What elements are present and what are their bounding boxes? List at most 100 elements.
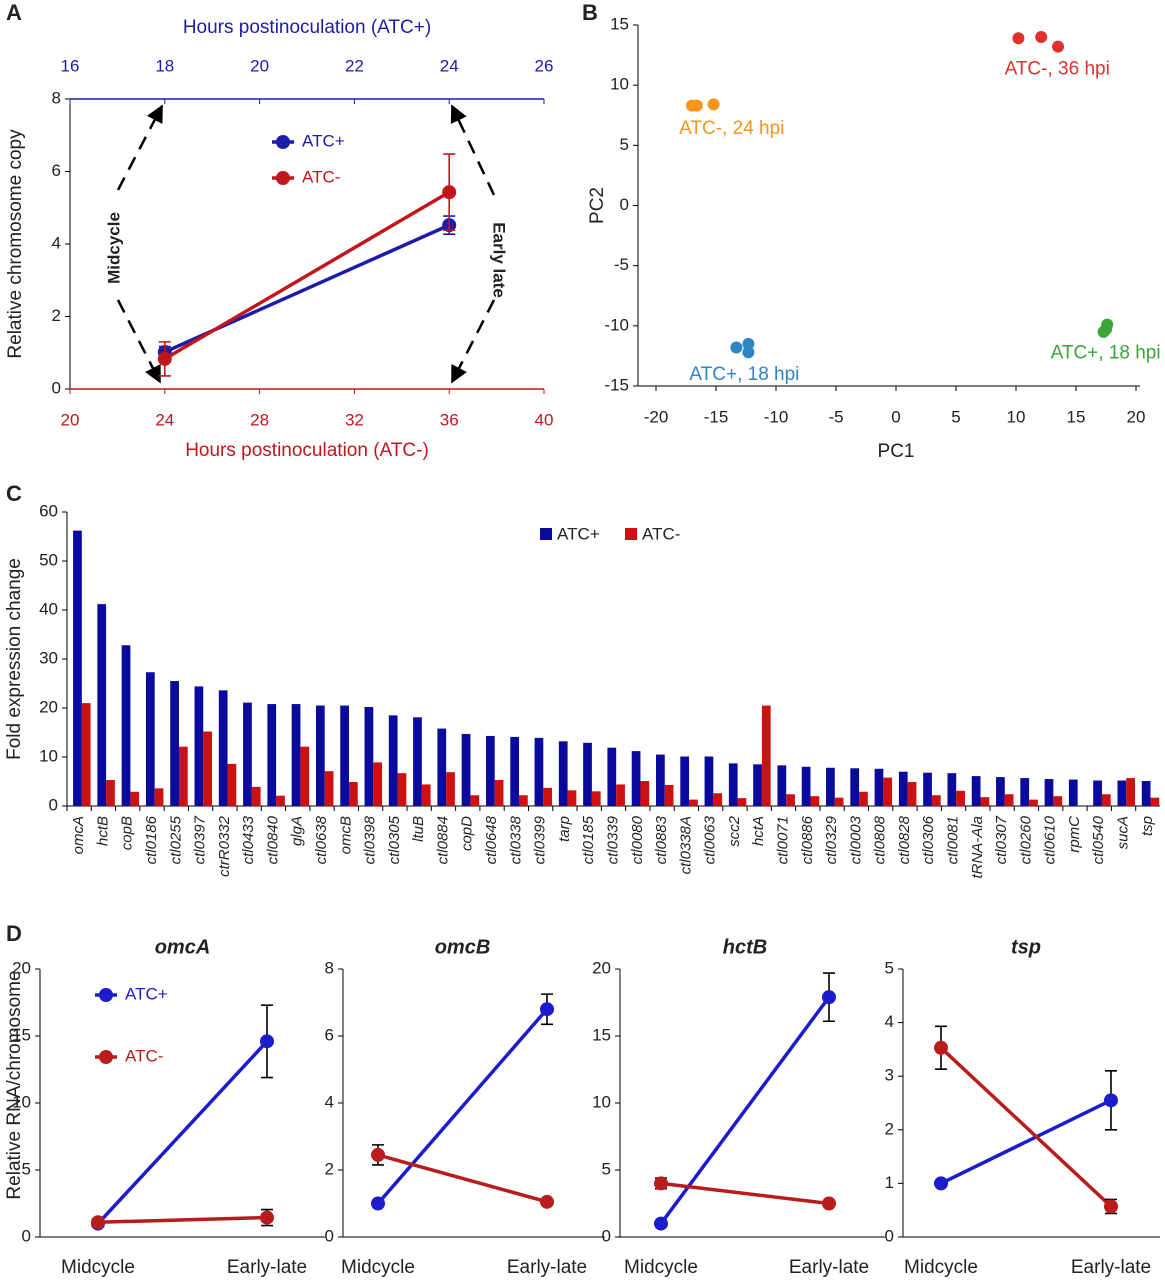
bar	[519, 795, 528, 806]
legend-marker	[99, 1050, 113, 1064]
bar	[543, 787, 553, 806]
bar	[388, 715, 398, 806]
bar	[923, 772, 932, 806]
x-tick-label: ctl0307	[993, 815, 1010, 864]
legend-label: ATC+	[125, 984, 168, 1003]
bar	[616, 784, 625, 806]
bar	[470, 795, 480, 806]
point	[654, 1176, 668, 1191]
group-label: ATC-, 36 hpi	[1005, 59, 1110, 80]
bar	[947, 773, 957, 806]
bar	[348, 781, 358, 806]
x-tick-label: Early-late	[1071, 1257, 1151, 1278]
bar	[397, 773, 407, 806]
y-tick-label: 6	[52, 161, 61, 180]
bar	[1101, 794, 1111, 806]
point	[157, 351, 172, 366]
x-tick-label: 24	[155, 410, 174, 429]
panel-label: D	[6, 921, 22, 946]
series-line	[163, 190, 451, 361]
bar	[640, 781, 650, 806]
series-line	[96, 1040, 269, 1225]
bar	[1044, 779, 1054, 806]
bar	[737, 798, 747, 806]
bar	[883, 777, 893, 806]
bar	[421, 784, 431, 806]
x-tick-label: omcA	[70, 816, 87, 854]
group-label: ATC+, 18 hpi	[689, 364, 799, 385]
x-tick-label: ctl0186	[143, 815, 160, 864]
x-tick-label: ctl0883	[653, 815, 670, 864]
x-tick-label: ctl0828	[896, 815, 913, 864]
bar	[461, 733, 471, 806]
x-tick-label: copD	[459, 816, 476, 851]
point	[1052, 40, 1064, 53]
x2-tick-label: 16	[61, 56, 80, 75]
bar	[291, 704, 301, 806]
series-line	[939, 1046, 1113, 1208]
bar	[121, 645, 131, 806]
point	[442, 185, 457, 200]
x-tick-label: ctl0398	[362, 815, 379, 864]
bar	[567, 790, 577, 806]
x-tick-label: copB	[119, 816, 136, 850]
y-tick-label: 0	[885, 1226, 894, 1245]
y-tick-label: 15	[12, 1025, 31, 1044]
x-tick-label: tRNA-Ala	[969, 816, 986, 879]
x-tick-label: -5	[828, 407, 843, 426]
y-tick-label: -5	[614, 255, 629, 274]
x-tick-label: ctl0071	[774, 816, 791, 864]
point	[1035, 31, 1048, 44]
bar	[106, 780, 115, 806]
y-tick-label: 0	[52, 378, 61, 397]
bar	[656, 754, 665, 806]
bar	[170, 681, 179, 806]
x-tick-label: 28	[250, 410, 269, 429]
x-tick-label: 20	[61, 410, 80, 429]
series-line	[659, 996, 831, 1225]
y-tick-label: 10	[610, 75, 629, 94]
x-tick-label: Early-late	[227, 1257, 307, 1278]
x-tick-label: tarp	[556, 816, 573, 842]
point	[822, 990, 836, 1005]
bar	[850, 768, 860, 806]
bar	[267, 704, 277, 806]
x-tick-label: ctl0306	[920, 815, 937, 864]
point	[742, 337, 755, 350]
x-tick-label: Midcycle	[341, 1257, 415, 1278]
bar	[971, 776, 981, 806]
series-line	[940, 1098, 1112, 1185]
bar	[1004, 794, 1014, 806]
series-line	[660, 1181, 830, 1206]
point	[934, 1040, 948, 1055]
panel-label: B	[582, 0, 598, 25]
y-tick-label: 0	[602, 1226, 611, 1245]
bar	[251, 786, 261, 806]
x-tick-label: ctl0540	[1090, 815, 1107, 864]
arrow	[450, 104, 496, 196]
bar	[591, 791, 601, 806]
x-tick-label: ctl0433	[240, 815, 257, 864]
annotation: Midcycle	[104, 212, 123, 284]
x2-tick-label: 22	[345, 56, 364, 75]
y-tick-label: 2	[52, 306, 61, 325]
bar	[680, 756, 690, 806]
bar	[218, 690, 228, 806]
point	[540, 1002, 554, 1017]
bar	[874, 768, 884, 806]
y-tick-label: 8	[325, 958, 334, 977]
bar	[728, 763, 738, 806]
bar	[178, 746, 188, 806]
x-tick-label: ctl0338	[507, 815, 524, 864]
x-tick-label: ctl0886	[799, 815, 816, 864]
x-tick-label: 10	[1007, 407, 1026, 426]
bar	[1126, 778, 1135, 806]
bar	[1068, 779, 1078, 806]
x-tick-label: omcB	[337, 816, 354, 854]
x-tick-label: 5	[951, 407, 960, 426]
x-tick-label: hctB	[94, 816, 111, 846]
bar	[276, 795, 285, 806]
bar	[834, 797, 844, 806]
x-tick-label: 15	[1067, 407, 1086, 426]
